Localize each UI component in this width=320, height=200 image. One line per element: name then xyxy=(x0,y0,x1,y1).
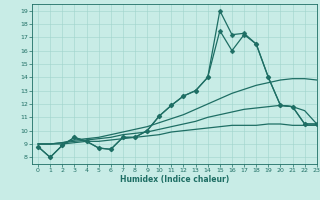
X-axis label: Humidex (Indice chaleur): Humidex (Indice chaleur) xyxy=(120,175,229,184)
